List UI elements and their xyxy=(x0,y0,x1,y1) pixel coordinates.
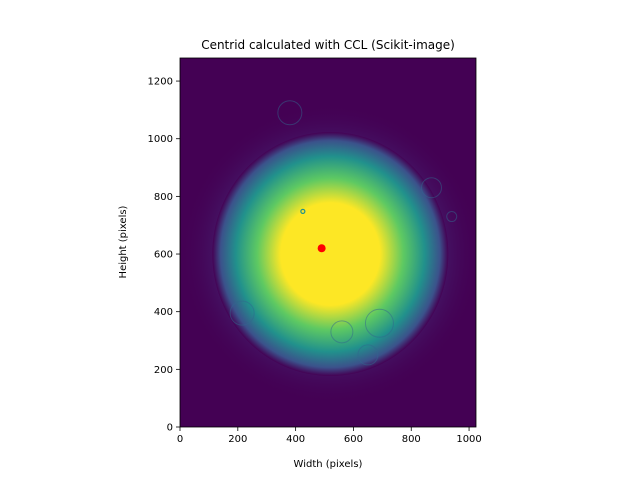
y-tick-label: 1200 xyxy=(148,77,173,88)
x-axis-label: Width (pixels) xyxy=(294,459,363,470)
y-tick-label: 600 xyxy=(154,250,173,261)
x-tick-label: 200 xyxy=(228,434,247,445)
x-tick-label: 600 xyxy=(344,434,363,445)
x-tick-label: 800 xyxy=(402,434,421,445)
y-tick-label: 0 xyxy=(167,423,173,434)
plot-area xyxy=(179,57,477,428)
x-axis: 0 200 400 600 800 1000 xyxy=(177,427,482,445)
y-tick-label: 200 xyxy=(154,365,173,376)
y-tick-label: 1000 xyxy=(148,134,173,145)
y-tick-label: 800 xyxy=(154,192,173,203)
y-tick-label: 400 xyxy=(154,307,173,318)
beam-image xyxy=(180,100,476,404)
y-axis-label: Height (pixels) xyxy=(118,205,129,278)
centroid-marker-layer xyxy=(317,244,326,253)
x-tick-label: 400 xyxy=(286,434,305,445)
plot-frame xyxy=(179,57,477,428)
interference-ring xyxy=(330,320,354,344)
x-tick-label: 1000 xyxy=(456,434,481,445)
y-axis: 0 200 400 600 800 1000 1200 xyxy=(148,77,180,434)
chart-title: Centrid calculated with CCL (Scikit-imag… xyxy=(201,38,455,52)
interference-ring xyxy=(446,211,458,223)
beam-core xyxy=(212,132,449,377)
centroid-marker xyxy=(317,244,326,253)
interference-ring xyxy=(364,308,394,338)
x-tick-label: 0 xyxy=(177,434,183,445)
dust-spot xyxy=(300,208,306,214)
interference-ring xyxy=(229,300,255,326)
interference-ring xyxy=(277,100,303,126)
interference-ring xyxy=(420,177,442,199)
interference-ring xyxy=(357,344,379,366)
